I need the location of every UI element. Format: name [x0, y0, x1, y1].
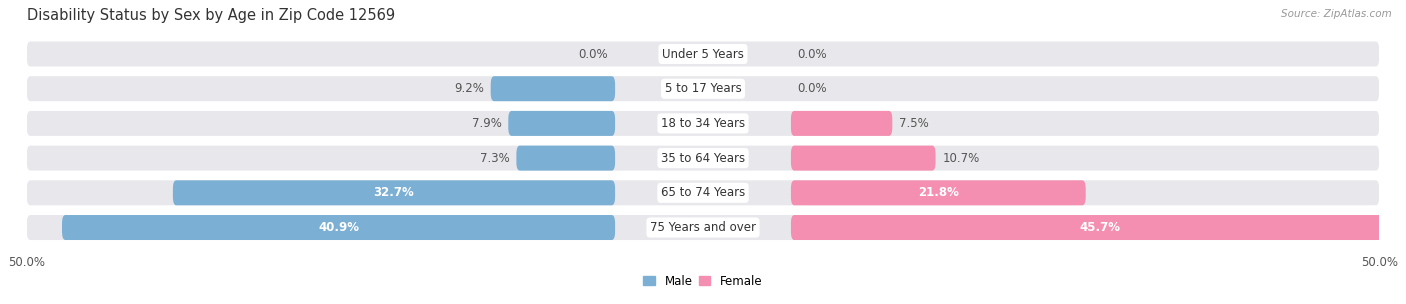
- FancyBboxPatch shape: [792, 215, 1406, 240]
- Text: 35 to 64 Years: 35 to 64 Years: [661, 152, 745, 164]
- Text: 0.0%: 0.0%: [797, 47, 827, 60]
- Text: 18 to 34 Years: 18 to 34 Years: [661, 117, 745, 130]
- Text: Source: ZipAtlas.com: Source: ZipAtlas.com: [1281, 9, 1392, 19]
- Text: 45.7%: 45.7%: [1080, 221, 1121, 234]
- Text: 40.9%: 40.9%: [318, 221, 359, 234]
- FancyBboxPatch shape: [516, 146, 614, 171]
- FancyBboxPatch shape: [508, 111, 614, 136]
- FancyBboxPatch shape: [27, 76, 1379, 101]
- Text: 7.9%: 7.9%: [471, 117, 502, 130]
- FancyBboxPatch shape: [27, 215, 1379, 240]
- Legend: Male, Female: Male, Female: [638, 270, 768, 292]
- FancyBboxPatch shape: [62, 215, 614, 240]
- Text: 75 Years and over: 75 Years and over: [650, 221, 756, 234]
- FancyBboxPatch shape: [792, 180, 1085, 205]
- Text: 32.7%: 32.7%: [374, 186, 415, 199]
- FancyBboxPatch shape: [792, 111, 893, 136]
- Text: Under 5 Years: Under 5 Years: [662, 47, 744, 60]
- Text: 21.8%: 21.8%: [918, 186, 959, 199]
- Text: 9.2%: 9.2%: [454, 82, 484, 95]
- Text: 10.7%: 10.7%: [942, 152, 980, 164]
- Text: 0.0%: 0.0%: [797, 82, 827, 95]
- Text: 0.0%: 0.0%: [579, 47, 609, 60]
- FancyBboxPatch shape: [792, 146, 935, 171]
- FancyBboxPatch shape: [173, 180, 614, 205]
- FancyBboxPatch shape: [27, 111, 1379, 136]
- Text: 5 to 17 Years: 5 to 17 Years: [665, 82, 741, 95]
- Text: 7.3%: 7.3%: [479, 152, 509, 164]
- FancyBboxPatch shape: [27, 42, 1379, 67]
- FancyBboxPatch shape: [491, 76, 614, 101]
- Text: 65 to 74 Years: 65 to 74 Years: [661, 186, 745, 199]
- FancyBboxPatch shape: [27, 146, 1379, 171]
- Text: Disability Status by Sex by Age in Zip Code 12569: Disability Status by Sex by Age in Zip C…: [27, 8, 395, 23]
- FancyBboxPatch shape: [27, 180, 1379, 205]
- Text: 7.5%: 7.5%: [898, 117, 929, 130]
